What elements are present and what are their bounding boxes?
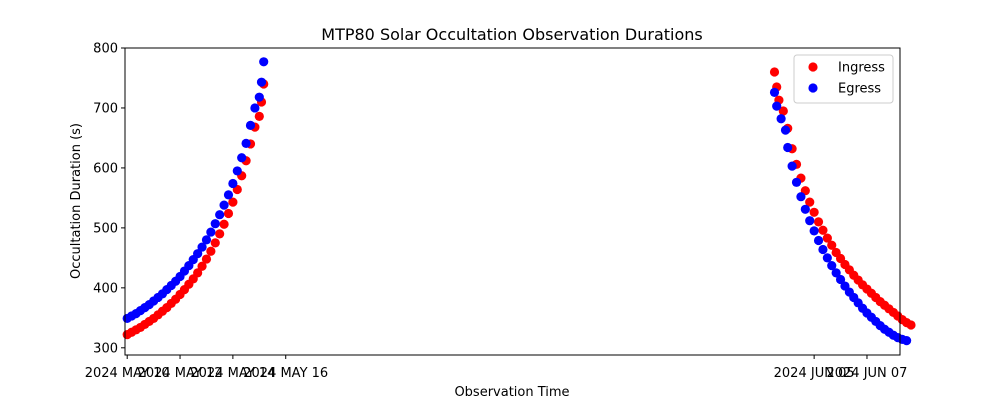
data-point-egress [805,216,815,226]
legend-marker-egress [808,83,818,93]
y-axis: 300 400 500 600 700 800 [93,42,125,356]
data-point-ingress [254,111,264,121]
data-point-egress [201,235,212,245]
x-tick-label: 2024 MAY 10 [85,366,170,381]
data-point-egress [197,242,207,252]
data-point-ingress [215,229,225,239]
data-point-egress [772,101,782,111]
data-point-egress [241,138,251,148]
data-point-ingress [206,246,216,256]
x-axis-label: Observation Time [454,385,569,400]
data-point-egress [259,57,269,67]
y-tick-label: 300 [93,341,118,356]
series-ingress [122,67,916,340]
data-point-ingress [197,261,207,271]
data-point-egress [256,77,267,87]
data-point-egress [791,177,802,187]
data-point-egress [206,227,216,237]
data-point-ingress [219,219,229,229]
y-tick-label: 500 [93,221,118,236]
data-point-ingress [769,67,780,77]
data-point-ingress [805,197,815,207]
data-point-ingress [778,106,788,116]
data-point-egress [796,192,806,202]
data-point-egress [228,178,238,189]
data-point-egress [245,120,256,130]
data-point-ingress [818,225,828,235]
data-point-egress [822,253,832,263]
x-tick-label: 2024 MAY 16 [243,366,328,381]
points-layer [122,57,916,346]
data-point-egress [818,244,828,255]
data-point-egress [780,125,791,135]
data-point-egress [809,226,819,236]
y-tick-label: 800 [93,42,118,57]
data-point-ingress [906,320,916,330]
data-point-egress [232,166,242,176]
data-point-egress [223,190,234,200]
data-point-ingress [813,217,824,227]
y-tick-label: 600 [93,161,118,176]
data-point-egress [193,249,203,259]
data-point-ingress [822,233,832,243]
legend: Ingress Egress [793,54,894,104]
data-point-egress [827,261,837,271]
data-point-egress [210,219,220,229]
data-point-ingress [827,240,837,250]
plot-area [125,48,900,355]
plot-background [125,48,900,355]
data-point-egress [215,210,225,220]
data-point-egress [769,87,780,97]
data-point-ingress [201,254,212,264]
data-point-egress [219,200,229,210]
data-point-egress [813,235,824,246]
y-tick-label: 400 [93,281,118,296]
chart-title: MTP80 Solar Occultation Observation Dura… [321,25,702,44]
data-point-ingress [809,207,819,217]
data-point-egress [250,103,260,113]
data-point-egress [783,142,793,153]
data-point-ingress [223,208,234,219]
series-egress [122,57,912,346]
data-point-egress [831,268,841,278]
data-point-egress [800,204,810,214]
x-tick-label: 2024 MAY 14 [190,366,275,381]
data-point-egress [835,274,846,285]
data-point-egress [787,161,797,171]
data-point-ingress [210,238,220,248]
legend-marker-ingress [808,62,818,72]
y-tick-label: 700 [93,101,118,116]
y-axis-label: Occultation Duration (s) [69,123,84,279]
data-point-egress [237,153,247,163]
legend-box [793,54,894,104]
x-tick-label: 2024 JUN 05 [774,366,855,381]
x-tick-label: 2024 MAY 12 [138,366,223,381]
data-point-egress [254,92,264,102]
data-point-egress [776,114,786,124]
plot-frame [124,47,901,356]
x-tick-label: 2024 JUN 07 [826,366,907,381]
legend-label-egress: Egress [838,82,881,97]
data-point-ingress [193,268,203,278]
data-point-egress [902,336,912,346]
data-point-ingress [228,197,238,207]
legend-label-ingress: Ingress [838,61,885,76]
